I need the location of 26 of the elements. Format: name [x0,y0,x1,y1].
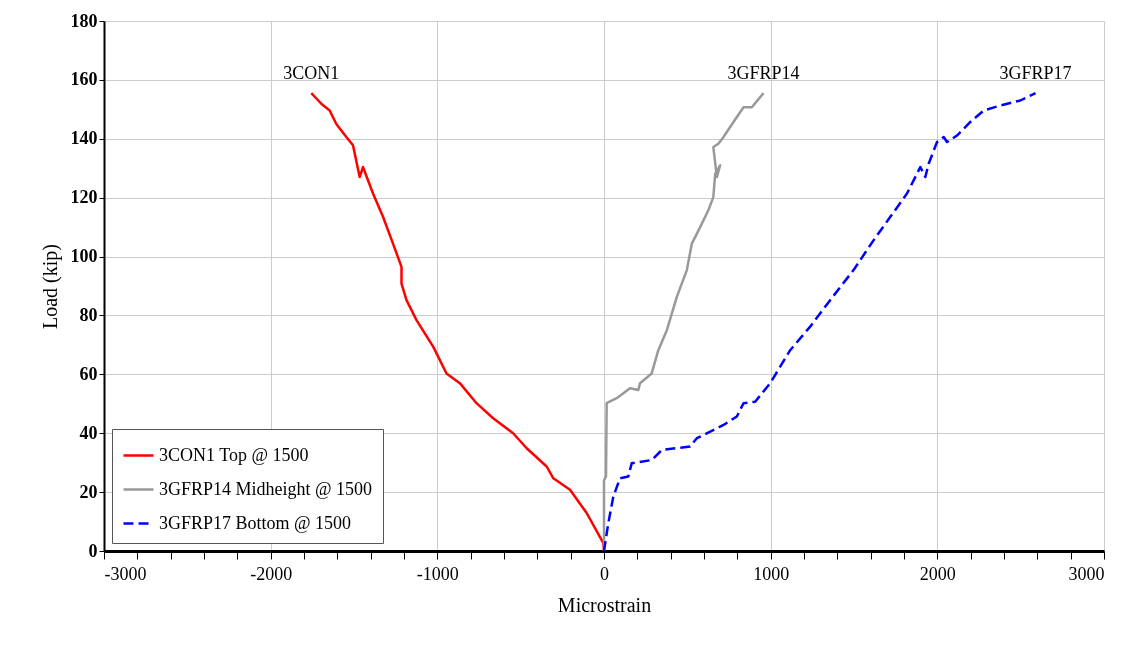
annotation: 3CON1 [283,63,340,84]
x-tick-label: -1000 [416,563,459,584]
y-axis-title: Load (kip) [38,244,62,329]
y-tick-label: 180 [70,10,98,31]
y-tick-label: 140 [70,128,98,149]
x-axis-title: Microstrain [557,593,652,616]
y-tick-label: 100 [70,246,98,267]
y-tick-label: 0 [88,540,98,561]
x-tick-label: 0 [600,563,609,584]
x-tick-label: 1000 [753,563,790,584]
y-tick-label: 120 [70,187,98,208]
line-series [602,91,1037,553]
y-tick-label: 60 [79,363,98,384]
annotation: 3GFRP17 [999,63,1072,84]
legend-label: 3GFRP17 Bottom @ 1500 [159,512,352,533]
y-tick-label: 20 [79,481,98,502]
y-tick-label: 160 [70,69,98,90]
x-tick-label: -3000 [104,563,147,584]
x-tick-label: 3000 [1068,563,1105,584]
y-tick-label: 80 [79,304,98,325]
x-tick-label: 2000 [919,563,956,584]
legend-label: 3GFRP14 Midheight @ 1500 [159,478,373,499]
y-tick-label: 40 [79,422,98,443]
annotation: 3GFRP14 [727,63,800,84]
x-tick-label: -2000 [250,563,293,584]
legend-label: 3CON1 Top @ 1500 [159,444,309,465]
